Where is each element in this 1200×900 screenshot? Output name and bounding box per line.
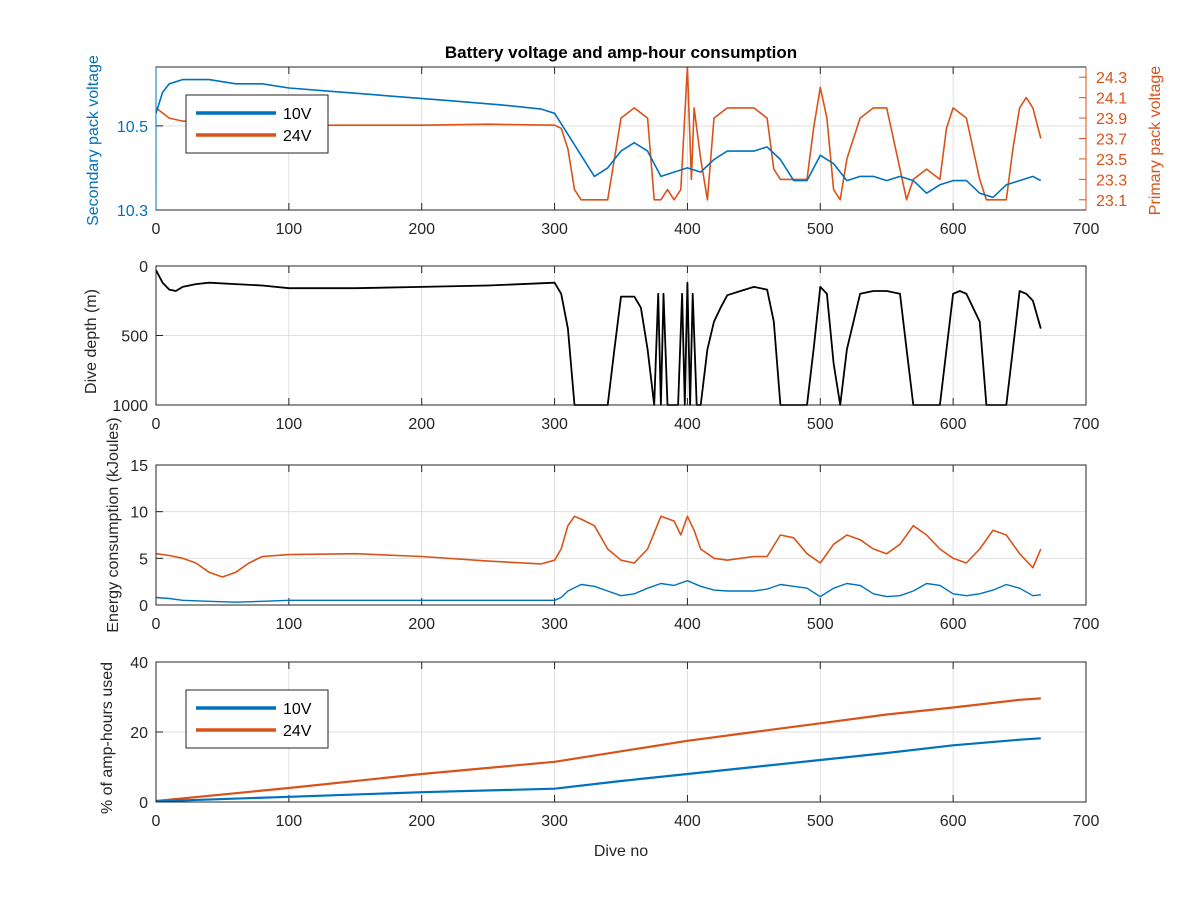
legend-label: 24V: [283, 723, 312, 740]
y-axis-label: Dive depth (m): [83, 289, 100, 394]
series-line-10v: [155, 580, 1041, 603]
x-tick-label: 100: [276, 616, 303, 633]
legend-box: [185, 94, 329, 154]
x-tick-label: 400: [674, 221, 701, 238]
x-tick-label: 100: [276, 813, 303, 830]
y-tick-label: 20: [130, 725, 148, 742]
legend-label: 10V: [283, 701, 312, 718]
legend-box: [185, 689, 329, 749]
x-tick-label: 300: [541, 616, 568, 633]
x-tick-label: 300: [541, 416, 568, 433]
y-right-tick-label: 23.5: [1096, 152, 1127, 169]
y-right-tick-label: 23.9: [1096, 111, 1127, 128]
x-tick-label: 700: [1073, 221, 1100, 238]
x-tick-label: 700: [1073, 813, 1100, 830]
x-tick-label: 400: [674, 616, 701, 633]
y-axis-label: % of amp-hours used: [99, 662, 116, 814]
series-line-24v: [155, 66, 1042, 201]
y-right-tick-label: 23.1: [1096, 193, 1127, 210]
y-tick-label: 10: [130, 505, 148, 522]
series-line-24v: [155, 697, 1041, 803]
panel-amp-hours-used: 0 100 200 300 400 500 600 700 0 20 40 % of amp-hour…: [99, 655, 1099, 860]
y-right-axis-label: Primary pack voltage: [1147, 66, 1164, 215]
x-tick-label: 500: [807, 616, 834, 633]
x-tick-label: 500: [807, 813, 834, 830]
y-tick-label: 1000: [112, 398, 148, 415]
x-tick-label: 600: [940, 416, 967, 433]
x-tick-label: 200: [408, 221, 435, 238]
plot-frame: [155, 464, 1087, 606]
y-right-tick-label: 24.1: [1096, 91, 1127, 108]
x-tick-label: 0: [152, 416, 161, 433]
x-tick-label: 700: [1073, 616, 1100, 633]
x-tick-label: 500: [807, 416, 834, 433]
y-tick-label: 15: [130, 458, 148, 475]
x-tick-label: 500: [807, 221, 834, 238]
legend-label: 24V: [283, 128, 312, 145]
y-axis-label: Energy consumption (kJoules): [105, 417, 122, 632]
panel-battery-voltage: 0 100 200 300 400 500 600 700 10.3 10.5 23.1 23.3 23…: [85, 43, 1164, 238]
series-line-10v: [155, 78, 1042, 199]
y-tick-label: 500: [121, 329, 148, 346]
series-line-10v: [155, 737, 1041, 803]
x-tick-label: 200: [408, 813, 435, 830]
x-tick-label: 0: [152, 221, 161, 238]
y-right-tick-label: 24.3: [1096, 70, 1127, 87]
y-tick-label: 0: [139, 598, 148, 615]
x-tick-label: 600: [940, 616, 967, 633]
x-tick-label: 200: [408, 416, 435, 433]
chart-title: Battery voltage and amp-hour consumption: [445, 43, 797, 62]
x-tick-label: 300: [541, 813, 568, 830]
x-tick-label: 100: [276, 221, 303, 238]
y-left-axis-label: Secondary pack voltage: [85, 55, 102, 226]
series-line-24v: [155, 515, 1042, 578]
y-tick-label: 10.5: [117, 119, 148, 136]
plot-frame: [155, 265, 1087, 406]
x-tick-label: 700: [1073, 416, 1100, 433]
y-tick-label: 10.3: [117, 203, 148, 220]
x-tick-label: 300: [541, 221, 568, 238]
y-tick-label: 5: [139, 551, 148, 568]
x-tick-label: 100: [276, 416, 303, 433]
panel-dive-depth: 0 100 200 300 400 500 600 700 0 500 1000 Dive depth…: [83, 259, 1099, 433]
y-tick-label: 0: [139, 259, 148, 276]
x-tick-label: 200: [408, 616, 435, 633]
x-tick-label: 400: [674, 813, 701, 830]
y-tick-label: 40: [130, 655, 148, 672]
y-right-tick-label: 23.7: [1096, 132, 1127, 149]
plot-frame: [155, 661, 1087, 803]
panel-energy-consumption: 0 100 200 300 400 500 600 700 0 5 10 15 Energy consu…: [105, 417, 1099, 633]
legend-label: 10V: [283, 106, 312, 123]
x-axis-label: Dive no: [594, 843, 648, 860]
x-tick-label: 600: [940, 221, 967, 238]
x-tick-label: 0: [152, 616, 161, 633]
x-tick-label: 0: [152, 813, 161, 830]
x-tick-label: 400: [674, 416, 701, 433]
y-right-tick-label: 23.3: [1096, 172, 1127, 189]
y-tick-label: 0: [139, 795, 148, 812]
x-tick-label: 600: [940, 813, 967, 830]
